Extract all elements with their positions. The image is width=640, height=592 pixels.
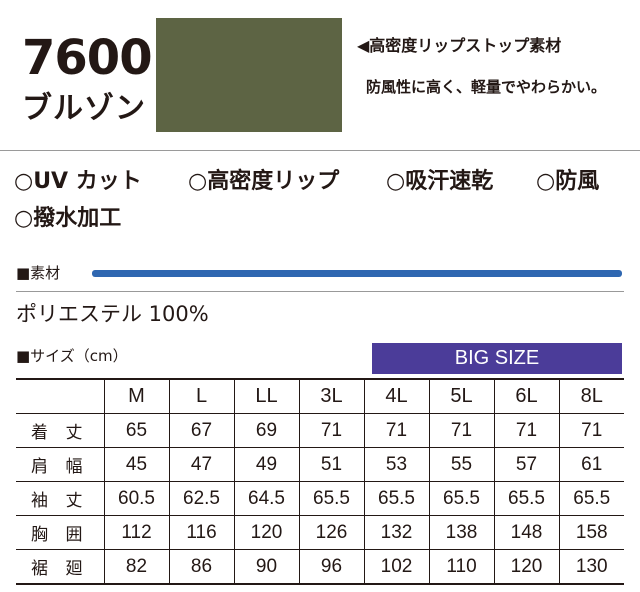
size-col-header: 6L [493,378,560,414]
size-header-row: M L LL 3L 4L 5L 6L 8L [16,378,624,414]
feature-quick-dry: ○吸汗速乾 [386,169,494,194]
size-value-cell: 45 [103,447,170,482]
measurement-label: 袖 丈 [16,481,105,516]
feature-uv-cut: ○UV カット [14,169,142,194]
size-value-cell: 49 [233,447,300,482]
size-value-cell: 53 [363,447,430,482]
size-table: M L LL 3L 4L 5L 6L 8L 着 丈 65 67 69 71 71 71 71 7… [16,378,624,585]
size-value-cell: 120 [493,549,560,585]
size-value-cell: 69 [233,413,300,448]
table-row: 袖 丈 60.5 62.5 64.5 65.5 65.5 65.5 65.5 65.5 [16,481,624,516]
table-row: 裾 廻 82 86 90 96 102 110 120 130 [16,549,624,585]
header-corner [16,378,105,414]
size-label: ■サイズ（cm） [16,347,128,365]
table-row: 胸 囲 112 116 120 126 132 138 148 158 [16,515,624,550]
size-col-header: 8L [558,378,624,414]
material-value: ポリエステル 100% [16,302,209,326]
feature-high-density-rip: ○高密度リップ [188,169,340,194]
size-value-cell: 51 [298,447,365,482]
size-value-cell: 67 [168,413,235,448]
size-value-cell: 132 [363,515,430,550]
material-label: ■素材 [16,264,61,282]
size-value-cell: 57 [493,447,560,482]
size-value-cell: 71 [493,413,560,448]
material-accent-bar [92,270,622,277]
size-col-header: LL [233,378,300,414]
size-value-cell: 120 [233,515,300,550]
size-value-cell: 110 [428,549,495,585]
size-value-cell: 112 [103,515,170,550]
table-row: 肩 幅 45 47 49 51 53 55 57 61 [16,447,624,482]
measurement-label: 裾 廻 [16,549,105,585]
size-value-cell: 82 [103,549,170,585]
size-value-cell: 130 [558,549,624,585]
size-col-header: L [168,378,235,414]
measurement-label: 着 丈 [16,413,105,448]
size-value-cell: 90 [233,549,300,585]
size-value-cell: 65.5 [363,481,430,516]
size-col-header: 3L [298,378,365,414]
size-value-cell: 61 [558,447,624,482]
size-value-cell: 96 [298,549,365,585]
fabric-title: ◀高密度リップストップ素材 [357,36,562,55]
table-row: 着 丈 65 67 69 71 71 71 71 71 [16,413,624,448]
fabric-description: 防風性に高く、軽量でやわらかい。 [366,78,607,96]
material-underline [16,291,624,292]
size-value-cell: 65 [103,413,170,448]
size-value-cell: 86 [168,549,235,585]
size-value-cell: 65.5 [298,481,365,516]
product-name: ブルゾン [22,91,146,126]
size-value-cell: 102 [363,549,430,585]
size-value-cell: 65.5 [493,481,560,516]
size-value-cell: 158 [558,515,624,550]
size-col-header: 4L [363,378,430,414]
size-value-cell: 47 [168,447,235,482]
size-value-cell: 126 [298,515,365,550]
size-value-cell: 71 [363,413,430,448]
size-col-header: 5L [428,378,495,414]
size-value-cell: 148 [493,515,560,550]
size-value-cell: 62.5 [168,481,235,516]
size-value-cell: 65.5 [428,481,495,516]
feature-water-repellent: ○撥水加工 [14,206,122,231]
model-number: 7600 [22,30,153,86]
size-value-cell: 55 [428,447,495,482]
measurement-label: 胸 囲 [16,515,105,550]
size-value-cell: 60.5 [103,481,170,516]
size-value-cell: 65.5 [558,481,624,516]
size-col-header: M [103,378,170,414]
size-value-cell: 71 [428,413,495,448]
size-value-cell: 116 [168,515,235,550]
feature-windproof: ○防風 [536,169,600,194]
measurement-label: 肩 幅 [16,447,105,482]
size-value-cell: 71 [298,413,365,448]
size-value-cell: 138 [428,515,495,550]
size-value-cell: 64.5 [233,481,300,516]
size-value-cell: 71 [558,413,624,448]
big-size-banner: BIG SIZE [372,343,622,374]
fabric-swatch [156,18,342,132]
divider [0,150,640,151]
